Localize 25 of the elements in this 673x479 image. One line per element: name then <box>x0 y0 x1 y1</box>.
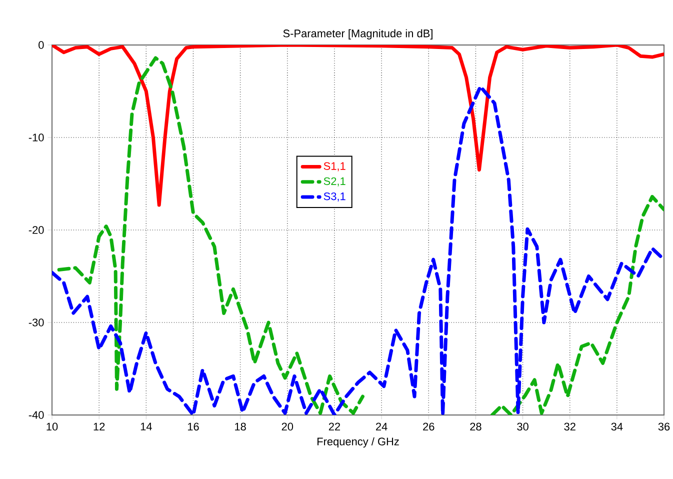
x-tick-label: 12 <box>94 422 105 430</box>
y-tick-label: -10 <box>28 134 44 142</box>
legend-label: S2,1 <box>324 177 346 186</box>
legend-label: S3,1 <box>324 192 346 202</box>
x-tick-label: 14 <box>140 422 152 430</box>
x-tick-label: 22 <box>328 422 340 430</box>
x-tick-label: 30 <box>517 422 528 431</box>
x-tick-label: 36 <box>658 422 670 431</box>
x-tick-label: 32 <box>564 422 576 431</box>
x-tick-label: 10 <box>46 422 58 431</box>
x-tick-label: 26 <box>423 422 434 431</box>
x-tick-label: 34 <box>611 422 623 431</box>
y-tick-label: -20 <box>28 226 44 234</box>
x-tick-label: 18 <box>235 422 246 431</box>
line-series <box>52 44 664 207</box>
x-tick-label: 28 <box>470 422 482 431</box>
y-tick-label: 0 <box>38 41 44 49</box>
x-tick-label: 24 <box>376 422 388 430</box>
x-axis-title: Frequency / GHz <box>318 437 399 448</box>
y-tick-label: -30 <box>28 318 44 326</box>
legend-label: S1,1 <box>324 162 346 172</box>
x-tick-label: 16 <box>188 422 199 431</box>
chart-title: S-Parameter [Magnitude in dB] <box>283 29 432 40</box>
y-tick-label: -40 <box>28 411 44 419</box>
x-tick-label: 20 <box>282 422 294 431</box>
